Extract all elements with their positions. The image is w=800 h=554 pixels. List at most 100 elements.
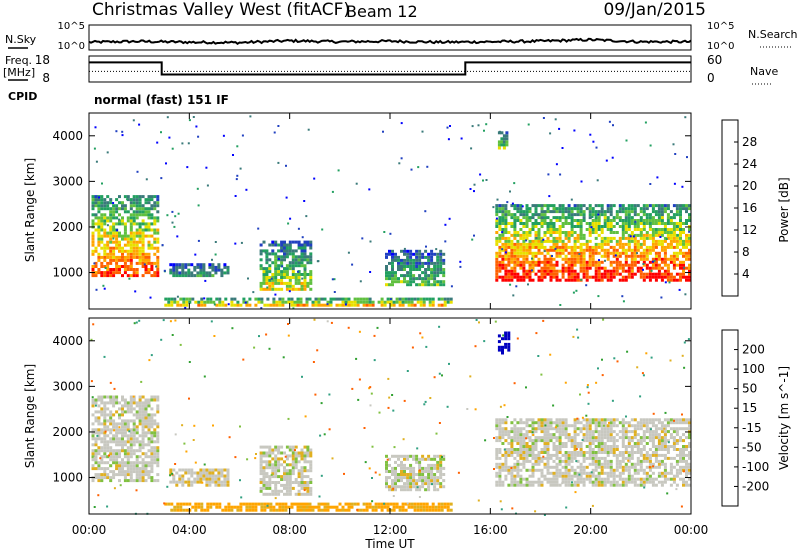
echo-cell-r0: [123, 431, 127, 435]
echo-cell-r0: [153, 274, 157, 278]
echo-cell-r4: [606, 225, 610, 228]
echo-cell-r2: [283, 451, 286, 455]
echo-cell-r0: [112, 216, 116, 220]
echo-cell-r4: [597, 445, 601, 448]
echo-cell-r4: [516, 465, 520, 469]
echo-cell-r4: [540, 418, 544, 422]
echo-cell-r5: [278, 505, 282, 509]
echo-cell-r0: [126, 258, 130, 262]
speckle-cell: [132, 119, 135, 122]
echo-cell-r4: [594, 465, 598, 469]
echo-cell-r3: [412, 258, 416, 262]
echo-cell-r5: [200, 303, 204, 307]
echo-cell-r5: [296, 297, 300, 301]
echo-cell-r6: [507, 331, 511, 335]
echo-cell-r0: [141, 210, 145, 214]
echo-cell-r4: [682, 433, 685, 437]
echo-cell-r5: [173, 300, 177, 304]
echo-cell-r0: [118, 231, 121, 235]
echo-cell-r2: [291, 287, 295, 291]
echo-cell-r3: [442, 283, 446, 287]
echo-cell-r4: [642, 480, 646, 484]
speckle-cell: [355, 182, 358, 185]
echo-cell-r4: [573, 278, 577, 282]
echo-cell-r3: [406, 261, 410, 265]
echo-cell-r3: [388, 488, 391, 492]
echo-cell-r4: [660, 228, 664, 231]
echo-cell-r4: [633, 418, 637, 422]
echo-cell-r4: [555, 430, 559, 434]
echo-cell-r4: [501, 442, 505, 445]
echo-cell-r2: [300, 261, 304, 265]
echo-cell-r0: [118, 271, 121, 275]
echo-cell-r0: [106, 467, 110, 471]
echo-cell-r4: [495, 210, 499, 214]
echo-cell-r1: [226, 265, 230, 269]
echo-cell-r4: [679, 210, 682, 214]
echo-cell-r3: [442, 466, 446, 470]
echo-cell-r4: [540, 216, 544, 220]
echo-cell-r0: [91, 455, 95, 459]
echo-cell-r4: [561, 251, 565, 255]
echo-cell-r0: [103, 425, 107, 429]
echo-cell-r4: [624, 477, 628, 481]
echo-cell-r0: [132, 464, 136, 468]
echo-cell-r4: [552, 222, 556, 225]
echo-cell-r3: [430, 479, 434, 483]
speckle-cell: [659, 236, 662, 238]
echo-cell-r4: [636, 483, 640, 487]
echo-cell-r4: [555, 272, 559, 276]
echo-cell-r4: [654, 219, 658, 222]
echo-cell-r4: [651, 272, 655, 276]
echo-cell-r5: [275, 300, 279, 304]
echo-cell-r4: [525, 448, 529, 451]
echo-cell-r0: [103, 243, 107, 247]
echo-cell-r0: [94, 246, 98, 250]
echo-cell-r4: [558, 269, 562, 273]
echo-cell-r5: [194, 502, 198, 506]
echo-cell-r4: [576, 477, 580, 481]
echo-cell-r4: [567, 222, 571, 225]
echo-cell-r0: [144, 473, 148, 477]
echo-cell-r5: [299, 505, 303, 509]
echo-cell-r0: [132, 268, 136, 271]
echo-cell-r0: [94, 401, 98, 405]
echo-cell-r5: [275, 303, 279, 307]
echo-cell-r0: [91, 274, 95, 278]
speckle-cell: [660, 296, 663, 299]
echo-cell-r2: [271, 284, 275, 288]
echo-cell-r4: [660, 459, 664, 463]
echo-cell-r5: [317, 297, 321, 301]
echo-cell-r0: [100, 467, 104, 471]
echo-cell-r4: [573, 245, 577, 249]
echo-cell-r5: [419, 505, 423, 509]
speckle-cell: [361, 237, 364, 240]
echo-cell-r0: [126, 249, 130, 253]
echo-cell-r4: [591, 257, 595, 261]
echo-cell-r4: [594, 439, 598, 443]
echo-cell-r5: [296, 502, 300, 506]
echo-cell-r4: [540, 251, 544, 255]
echo-cell-r4: [621, 451, 625, 454]
echo-cell-r4: [546, 471, 550, 475]
echo-cell-r4: [495, 424, 499, 428]
speckle-cell: [649, 183, 652, 185]
echo-cell-r4: [675, 213, 679, 217]
echo-cell-r3: [418, 473, 422, 476]
echo-cell-r0: [141, 434, 145, 438]
echo-cell-r3: [385, 277, 388, 281]
echo-cell-r5: [362, 300, 366, 304]
echo-cell-r4: [594, 474, 598, 478]
echo-cell-r4: [645, 257, 649, 261]
echo-cell-r4: [561, 242, 565, 246]
echo-cell-r4: [624, 445, 628, 448]
echo-cell-r4: [609, 219, 613, 222]
echo-cell-r4: [645, 245, 649, 249]
echo-cell-r4: [663, 445, 667, 448]
echo-cell-r4: [543, 477, 547, 481]
echo-cell-r4: [519, 266, 523, 270]
echo-cell-r1: [226, 268, 230, 272]
echo-cell-r3: [427, 488, 431, 492]
